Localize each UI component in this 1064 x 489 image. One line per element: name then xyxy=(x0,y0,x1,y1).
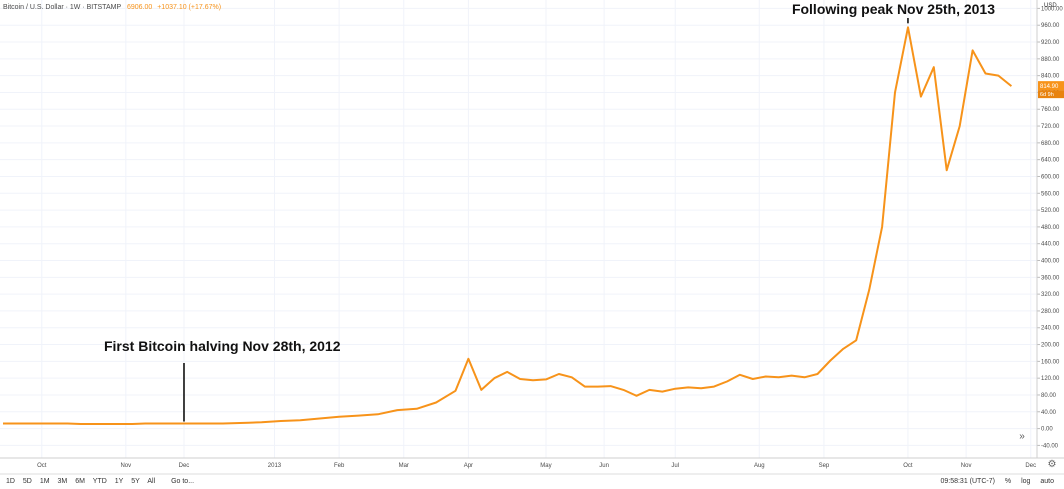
x-tick-label: Oct xyxy=(37,463,47,469)
y-tick-label: 200.00 xyxy=(1041,343,1060,349)
price-line xyxy=(3,26,1013,425)
chevron-double-right-icon[interactable]: » xyxy=(1019,431,1025,442)
range-all[interactable]: All xyxy=(147,478,156,485)
y-tick-label: 120.00 xyxy=(1041,376,1060,382)
x-tick-label: Feb xyxy=(334,463,345,469)
y-tick-label: 320.00 xyxy=(1041,292,1060,298)
range-1y[interactable]: 1Y xyxy=(114,478,124,485)
y-tick-label: 480.00 xyxy=(1041,225,1060,231)
halving-annotation: First Bitcoin halving Nov 28th, 2012 xyxy=(103,338,341,354)
bottom-toolbar: 1D 5D 1M 3M 6M YTD 1Y 5Y All Go to... 09… xyxy=(0,475,1064,489)
price-series xyxy=(3,26,1013,425)
symbol-title: Bitcoin / U.S. Dollar · 1W · BITSTAMP xyxy=(3,4,121,11)
header-change: +1037.10 (+17.67%) xyxy=(157,4,222,11)
clock-time: 09:58:31 (UTC-7) xyxy=(940,478,995,485)
y-tick-label: 760.00 xyxy=(1041,107,1060,113)
percent-toggle[interactable]: % xyxy=(1004,478,1012,485)
y-tick-label: 960.00 xyxy=(1041,23,1060,29)
y-tick-label: 880.00 xyxy=(1041,57,1060,63)
last-price-badge xyxy=(1038,81,1064,91)
range-6m[interactable]: 6M xyxy=(75,478,85,485)
y-tick-label: 440.00 xyxy=(1041,242,1060,248)
range-3m[interactable]: 3M xyxy=(57,478,68,485)
y-tick-label: 640.00 xyxy=(1041,158,1060,164)
y-tick-label: 720.00 xyxy=(1041,124,1060,130)
x-tick-label: Oct xyxy=(903,463,913,469)
range-1m[interactable]: 1M xyxy=(39,478,50,485)
x-tick-label: Jun xyxy=(599,463,609,469)
range-5d[interactable]: 5D xyxy=(22,478,32,485)
y-tick-label: 600.00 xyxy=(1041,174,1060,180)
y-tick-label: 560.00 xyxy=(1041,191,1060,197)
y-tick-label: 680.00 xyxy=(1041,141,1060,147)
price-axis: 1000.00960.00920.00880.00840.00800.00760… xyxy=(1036,0,1063,458)
time-axis: Oct Nov Dec 2013 Feb Mar Apr May Jun Jul Aug Sep Oct… xyxy=(0,457,1064,475)
range-5y[interactable]: 5Y xyxy=(131,478,140,485)
auto-toggle[interactable]: auto xyxy=(1040,478,1054,485)
header-price: 6906.00 xyxy=(126,4,153,11)
y-tick-label: 0.00 xyxy=(1041,427,1053,433)
chart-grid xyxy=(0,0,1037,458)
x-tick-label: May xyxy=(540,463,551,469)
x-tick-label: Nov xyxy=(120,463,131,469)
last-price-label: 814.90 xyxy=(1040,84,1059,90)
y-tick-label: 160.00 xyxy=(1041,359,1060,365)
bottom-right-controls: 09:58:31 (UTC-7) % log auto xyxy=(932,478,1054,485)
price-labels: 814.90 6d 9h xyxy=(1038,81,1064,99)
range-ytd[interactable]: YTD xyxy=(92,478,107,485)
annotation-markers xyxy=(183,18,909,422)
y-tick-label: 1000.00 xyxy=(1041,6,1063,12)
x-tick-label: Dec xyxy=(1025,463,1036,469)
x-tick-label: Sep xyxy=(819,463,830,469)
gear-icon[interactable]: ⚙ xyxy=(1047,459,1057,470)
range-1d[interactable]: 1D xyxy=(6,478,15,485)
x-tick-label: Nov xyxy=(961,463,972,469)
y-tick-label: 280.00 xyxy=(1041,309,1060,315)
range-buttons: 1D 5D 1M 3M 6M YTD 1Y 5Y All Go to... xyxy=(6,478,200,485)
x-tick-label: 2013 xyxy=(268,463,282,469)
goto-button[interactable]: Go to... xyxy=(171,478,195,485)
countdown-badge xyxy=(1038,90,1064,99)
x-tick-label: Aug xyxy=(754,463,765,469)
y-tick-label: 40.00 xyxy=(1041,410,1057,416)
countdown-label: 6d 9h xyxy=(1040,92,1054,98)
chart-header: Bitcoin / U.S. Dollar · 1W · BITSTAMP 69… xyxy=(3,4,221,11)
log-toggle[interactable]: log xyxy=(1021,478,1031,485)
x-tick-label: Mar xyxy=(399,463,409,469)
x-tick-label: Jul xyxy=(671,463,679,469)
y-tick-label: 360.00 xyxy=(1041,275,1060,281)
x-tick-label: Apr xyxy=(464,463,473,469)
y-tick-label: 840.00 xyxy=(1041,74,1060,80)
x-tick-label: Dec xyxy=(179,463,190,469)
y-tick-label: 920.00 xyxy=(1041,40,1060,46)
y-tick-label: 240.00 xyxy=(1041,326,1060,332)
peak-annotation: Following peak Nov 25th, 2013 xyxy=(791,1,995,17)
y-tick-label: 400.00 xyxy=(1041,259,1060,265)
y-tick-label: -40.00 xyxy=(1041,443,1059,449)
currency-label: USD xyxy=(1044,3,1057,9)
y-tick-label: 80.00 xyxy=(1041,393,1057,399)
y-tick-label: 520.00 xyxy=(1041,208,1060,214)
